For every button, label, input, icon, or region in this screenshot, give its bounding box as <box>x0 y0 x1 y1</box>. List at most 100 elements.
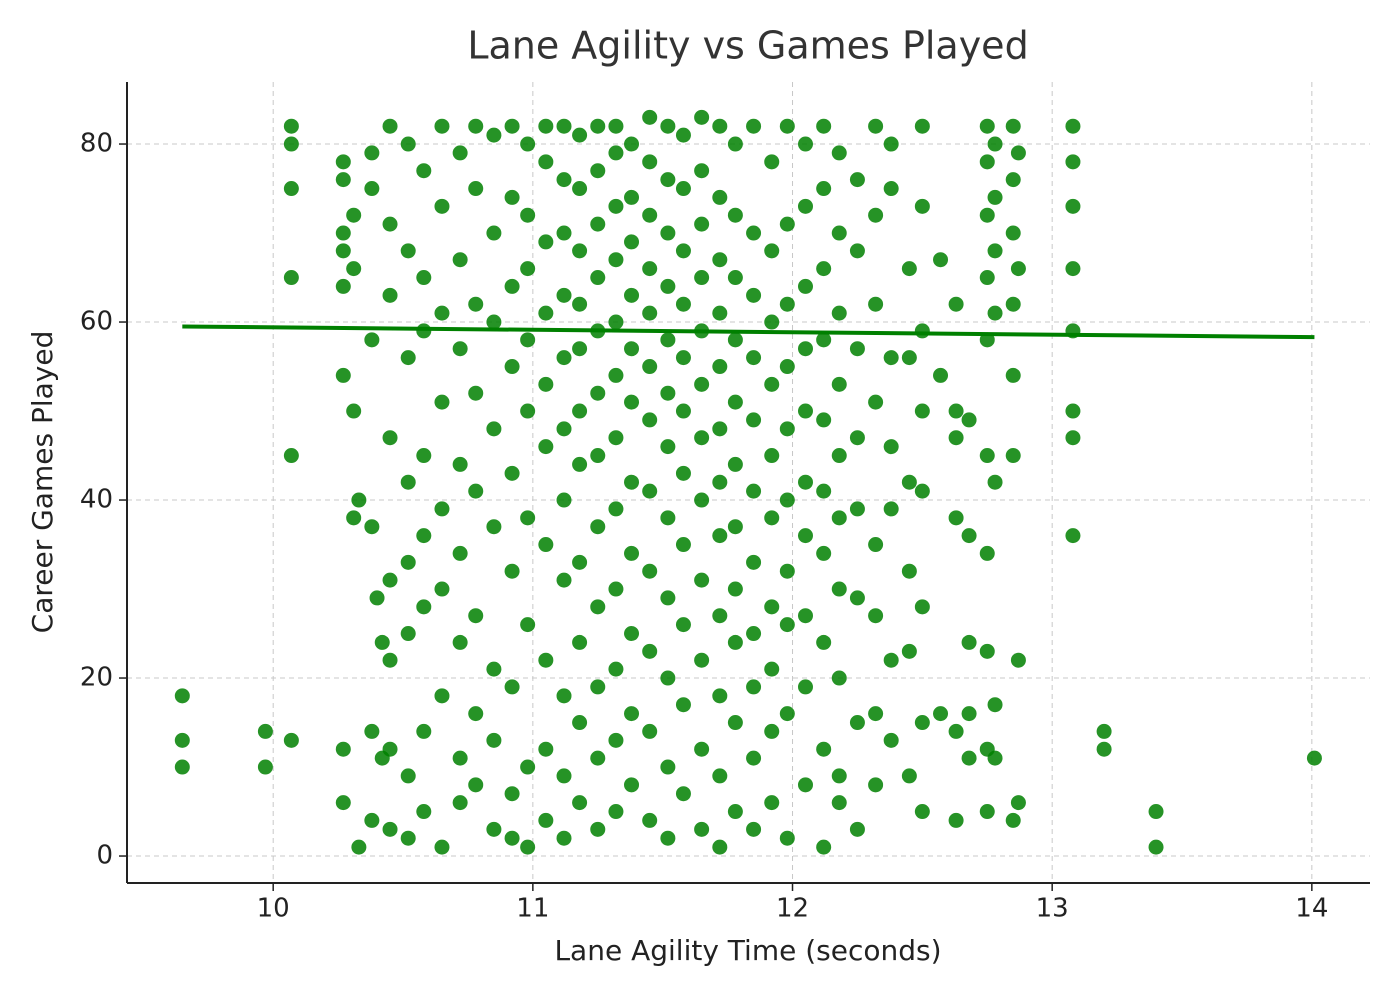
point <box>712 688 728 704</box>
point <box>883 350 899 366</box>
point <box>979 154 995 170</box>
point <box>257 723 273 739</box>
point <box>608 198 624 214</box>
point <box>351 492 367 508</box>
point <box>746 412 762 428</box>
point <box>504 118 520 134</box>
point <box>468 706 484 722</box>
point <box>660 670 676 686</box>
point <box>590 679 606 695</box>
point <box>948 812 964 828</box>
point <box>283 270 299 286</box>
point <box>452 795 468 811</box>
point <box>364 181 380 197</box>
point <box>675 181 691 197</box>
point <box>1065 528 1081 544</box>
point <box>335 367 351 383</box>
point <box>257 759 273 775</box>
point <box>764 795 780 811</box>
point <box>883 501 899 517</box>
point <box>933 706 949 722</box>
point <box>556 172 572 188</box>
point <box>590 750 606 766</box>
point <box>764 723 780 739</box>
point <box>961 412 977 428</box>
point <box>416 804 432 820</box>
point <box>382 118 398 134</box>
point <box>520 510 536 526</box>
point <box>1065 118 1081 134</box>
point <box>283 448 299 464</box>
point <box>901 563 917 579</box>
y-axis-label: Career Games Played <box>26 331 59 634</box>
point <box>914 483 930 499</box>
point <box>1005 296 1021 312</box>
point <box>538 118 554 134</box>
point <box>346 207 362 223</box>
point <box>797 474 813 490</box>
point <box>452 252 468 268</box>
point <box>746 483 762 499</box>
point <box>816 634 832 650</box>
point <box>538 376 554 392</box>
point <box>504 278 520 294</box>
point <box>779 216 795 232</box>
point <box>797 403 813 419</box>
point <box>1065 154 1081 170</box>
point <box>642 563 658 579</box>
point <box>764 243 780 259</box>
point <box>364 332 380 348</box>
point <box>538 537 554 553</box>
point <box>948 403 964 419</box>
point <box>486 421 502 437</box>
point <box>468 296 484 312</box>
point <box>382 216 398 232</box>
point <box>660 590 676 606</box>
point <box>764 661 780 677</box>
point <box>434 688 450 704</box>
point <box>746 821 762 837</box>
point <box>608 501 624 517</box>
point <box>1065 430 1081 446</box>
point <box>746 350 762 366</box>
point <box>797 278 813 294</box>
point <box>675 465 691 481</box>
point <box>416 323 432 339</box>
point <box>572 554 588 570</box>
point <box>642 207 658 223</box>
point <box>520 136 536 152</box>
point <box>849 172 865 188</box>
point <box>538 812 554 828</box>
point <box>520 261 536 277</box>
point <box>901 768 917 784</box>
point <box>660 830 676 846</box>
point <box>556 350 572 366</box>
point <box>675 537 691 553</box>
point <box>816 839 832 855</box>
point <box>901 643 917 659</box>
point <box>987 136 1003 152</box>
point <box>538 305 554 321</box>
point <box>572 296 588 312</box>
point <box>914 804 930 820</box>
x-axis-label: Lane Agility Time (seconds) <box>554 934 941 967</box>
point <box>712 421 728 437</box>
point <box>504 679 520 695</box>
point <box>914 323 930 339</box>
point <box>797 679 813 695</box>
point <box>849 501 865 517</box>
point <box>694 270 710 286</box>
point <box>590 448 606 464</box>
point <box>434 305 450 321</box>
point <box>712 768 728 784</box>
point <box>779 830 795 846</box>
point <box>608 804 624 820</box>
point <box>1010 145 1026 161</box>
point <box>948 723 964 739</box>
point <box>374 634 390 650</box>
point <box>642 305 658 321</box>
point <box>746 118 762 134</box>
point <box>520 207 536 223</box>
point <box>712 252 728 268</box>
point <box>608 118 624 134</box>
